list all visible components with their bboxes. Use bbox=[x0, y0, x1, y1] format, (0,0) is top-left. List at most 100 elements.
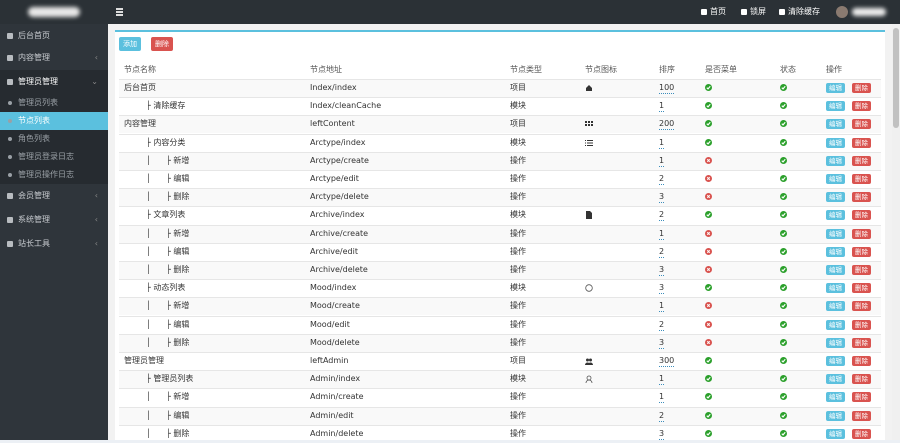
row-delete-button[interactable]: 删除 bbox=[852, 301, 871, 312]
submenu-item[interactable]: 管理员操作日志 bbox=[0, 166, 108, 184]
row-delete-button[interactable]: 删除 bbox=[852, 392, 871, 403]
status-state[interactable] bbox=[780, 375, 787, 384]
row-delete-button[interactable]: 删除 bbox=[852, 210, 871, 221]
add-button[interactable]: 添加 bbox=[119, 37, 141, 51]
edit-button[interactable]: 编辑 bbox=[826, 410, 845, 421]
menu-item[interactable]: 管理员管理 ⌄ bbox=[0, 70, 108, 94]
submenu-item[interactable]: 管理员列表 bbox=[0, 94, 108, 112]
edit-button[interactable]: 编辑 bbox=[826, 174, 845, 184]
status-state[interactable] bbox=[780, 302, 787, 311]
status-state[interactable] bbox=[780, 266, 787, 275]
menu-item[interactable]: 系统管理 ‹ bbox=[0, 208, 108, 232]
status-state[interactable] bbox=[780, 120, 787, 129]
edit-button[interactable]: 编辑 bbox=[826, 83, 845, 93]
edit-button[interactable]: 编辑 bbox=[826, 356, 845, 366]
top-link[interactable]: 首页 bbox=[710, 7, 726, 16]
menu-toggle[interactable] bbox=[116, 8, 123, 10]
row-delete-button[interactable]: 删除 bbox=[852, 265, 871, 275]
status-state[interactable] bbox=[780, 156, 787, 166]
row-delete-button[interactable]: 删除 bbox=[852, 192, 871, 203]
sort-value[interactable]: 2 bbox=[659, 410, 665, 422]
sort-value[interactable]: 1 bbox=[659, 137, 665, 149]
sort-value[interactable]: 3 bbox=[659, 192, 665, 204]
status-state[interactable] bbox=[780, 357, 787, 366]
row-delete-button[interactable]: 删除 bbox=[852, 83, 871, 93]
status-state[interactable] bbox=[780, 284, 787, 293]
row-delete-button[interactable]: 删除 bbox=[852, 155, 871, 166]
edit-button[interactable]: 编辑 bbox=[826, 374, 845, 385]
menu-item[interactable]: 站长工具 ‹ bbox=[0, 232, 108, 256]
sort-value[interactable]: 1 bbox=[659, 392, 665, 404]
menu-item[interactable]: 后台首页 bbox=[0, 24, 108, 48]
delete-button[interactable]: 删除 bbox=[151, 37, 173, 51]
edit-button[interactable]: 编辑 bbox=[826, 119, 845, 130]
sort-value[interactable]: 3 bbox=[659, 428, 665, 440]
row-delete-button[interactable]: 删除 bbox=[852, 374, 871, 385]
sort-value[interactable]: 1 bbox=[659, 101, 665, 113]
row-delete-button[interactable]: 删除 bbox=[852, 337, 871, 348]
status-state[interactable] bbox=[780, 229, 787, 239]
row-delete-button[interactable]: 删除 bbox=[852, 428, 871, 439]
sort-value[interactable]: 2 bbox=[659, 174, 665, 185]
row-delete-button[interactable]: 删除 bbox=[852, 356, 871, 366]
status-state[interactable] bbox=[780, 138, 787, 148]
edit-button[interactable]: 编辑 bbox=[826, 392, 845, 403]
status-state[interactable] bbox=[780, 411, 787, 421]
menu-item[interactable]: 内容管理 ‹ bbox=[0, 46, 108, 70]
sort-value[interactable]: 3 bbox=[659, 283, 665, 295]
top-link[interactable]: 锁屏 bbox=[750, 7, 766, 16]
edit-button[interactable]: 编辑 bbox=[826, 428, 845, 439]
status-state[interactable] bbox=[780, 84, 787, 93]
status-state[interactable] bbox=[780, 193, 787, 202]
edit-button[interactable]: 编辑 bbox=[826, 301, 845, 312]
scroll-thumb[interactable] bbox=[893, 28, 899, 128]
status-state[interactable] bbox=[780, 429, 787, 439]
sort-value[interactable]: 1 bbox=[659, 155, 665, 167]
status-state[interactable] bbox=[780, 393, 787, 402]
menu-item[interactable]: 会员管理 ‹ bbox=[0, 184, 108, 208]
edit-button[interactable]: 编辑 bbox=[826, 265, 845, 275]
sort-value[interactable]: 100 bbox=[659, 83, 675, 94]
sort-value[interactable]: 2 bbox=[659, 246, 665, 258]
edit-button[interactable]: 编辑 bbox=[826, 337, 845, 348]
top-link[interactable]: 清除缓存 bbox=[788, 7, 820, 16]
edit-button[interactable]: 编辑 bbox=[826, 101, 845, 112]
sort-value[interactable]: 300 bbox=[659, 356, 675, 367]
status-state[interactable] bbox=[780, 175, 787, 184]
submenu-item[interactable]: 节点列表 bbox=[0, 112, 108, 130]
row-delete-button[interactable]: 删除 bbox=[852, 137, 871, 148]
status-state[interactable] bbox=[780, 247, 787, 257]
sort-value[interactable]: 3 bbox=[659, 265, 665, 276]
row-delete-button[interactable]: 删除 bbox=[852, 283, 871, 294]
status-state[interactable] bbox=[780, 211, 787, 220]
row-delete-button[interactable]: 删除 bbox=[852, 410, 871, 421]
row-delete-button[interactable]: 删除 bbox=[852, 101, 871, 112]
sort-value[interactable]: 1 bbox=[659, 301, 665, 313]
user-name[interactable] bbox=[852, 8, 886, 16]
edit-button[interactable]: 编辑 bbox=[826, 246, 845, 257]
row-delete-button[interactable]: 删除 bbox=[852, 174, 871, 184]
submenu-item[interactable]: 管理员登录日志 bbox=[0, 148, 108, 166]
sort-value[interactable]: 3 bbox=[659, 337, 665, 349]
status-state[interactable] bbox=[780, 338, 787, 348]
edit-button[interactable]: 编辑 bbox=[826, 228, 845, 239]
sort-value[interactable]: 1 bbox=[659, 374, 665, 386]
row-delete-button[interactable]: 删除 bbox=[852, 319, 871, 330]
sort-value[interactable]: 200 bbox=[659, 119, 675, 131]
sort-value[interactable]: 2 bbox=[659, 210, 665, 222]
row-delete-button[interactable]: 删除 bbox=[852, 246, 871, 257]
avatar[interactable] bbox=[836, 6, 848, 18]
edit-button[interactable]: 编辑 bbox=[826, 192, 845, 203]
edit-button[interactable]: 编辑 bbox=[826, 319, 845, 330]
submenu-item[interactable]: 角色列表 bbox=[0, 130, 108, 148]
edit-button[interactable]: 编辑 bbox=[826, 283, 845, 294]
sort-value[interactable]: 1 bbox=[659, 228, 665, 240]
status-state[interactable] bbox=[780, 320, 787, 330]
status-state[interactable] bbox=[780, 102, 787, 111]
edit-button[interactable]: 编辑 bbox=[826, 137, 845, 148]
edit-button[interactable]: 编辑 bbox=[826, 155, 845, 166]
sort-value[interactable]: 2 bbox=[659, 319, 665, 331]
row-delete-button[interactable]: 删除 bbox=[852, 119, 871, 130]
edit-button[interactable]: 编辑 bbox=[826, 210, 845, 221]
row-delete-button[interactable]: 删除 bbox=[852, 228, 871, 239]
